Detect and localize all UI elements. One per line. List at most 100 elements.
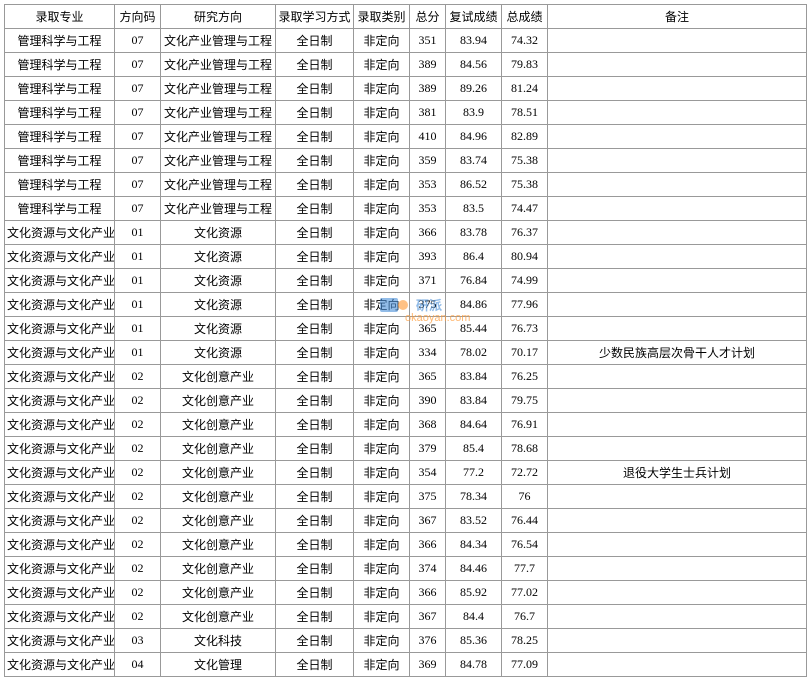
table-cell: 非定向: [354, 269, 410, 293]
table-header-cell: 复试成绩: [446, 5, 502, 29]
table-cell: 非定向: [354, 437, 410, 461]
table-row: 管理科学与工程07文化产业管理与工程全日制非定向38984.5679.83: [5, 53, 807, 77]
table-cell: 369: [410, 653, 446, 677]
table-cell: 83.52: [446, 509, 502, 533]
table-cell: 非定向: [354, 149, 410, 173]
table-cell: 77.09: [502, 653, 548, 677]
table-cell: 文化资源: [161, 341, 276, 365]
table-cell: 07: [115, 125, 161, 149]
table-cell: 01: [115, 317, 161, 341]
table-row: 文化资源与文化产业02文化创意产业全日制非定向36884.6476.91: [5, 413, 807, 437]
table-cell: 351: [410, 29, 446, 53]
table-cell: 76.37: [502, 221, 548, 245]
table-cell: 83.78: [446, 221, 502, 245]
table-row: 文化资源与文化产业02文化创意产业全日制非定向36684.3476.54: [5, 533, 807, 557]
table-cell: 全日制: [276, 125, 354, 149]
table-cell: [548, 581, 807, 605]
table-row: 文化资源与文化产业02文化创意产业全日制非定向36685.9277.02: [5, 581, 807, 605]
table-cell: 文化产业管理与工程: [161, 173, 276, 197]
table-cell: [548, 293, 807, 317]
table-cell: 78.02: [446, 341, 502, 365]
table-cell: 389: [410, 77, 446, 101]
table-cell: [548, 653, 807, 677]
table-header-row: 录取专业方向码研究方向录取学习方式录取类别总分复试成绩总成绩备注: [5, 5, 807, 29]
table-cell: [548, 101, 807, 125]
table-cell: 全日制: [276, 389, 354, 413]
table-cell: 文化创意产业: [161, 437, 276, 461]
table-cell: 84.46: [446, 557, 502, 581]
table-cell: 非定向: [354, 581, 410, 605]
table-row: 管理科学与工程07文化产业管理与工程全日制非定向35183.9474.32: [5, 29, 807, 53]
table-cell: 非定向: [354, 29, 410, 53]
table-cell: [548, 413, 807, 437]
table-cell: 全日制: [276, 533, 354, 557]
table-cell: 07: [115, 101, 161, 125]
table-cell: 文化资源: [161, 293, 276, 317]
table-cell: [548, 557, 807, 581]
table-cell: 非定向: [354, 509, 410, 533]
table-cell: 78.68: [502, 437, 548, 461]
table-cell: 375: [410, 293, 446, 317]
table-row: 管理科学与工程07文化产业管理与工程全日制非定向35386.5275.38: [5, 173, 807, 197]
table-cell: 02: [115, 365, 161, 389]
table-cell: 07: [115, 29, 161, 53]
table-cell: 文化产业管理与工程: [161, 197, 276, 221]
table-cell: 文化资源与文化产业: [5, 245, 115, 269]
table-cell: 77.2: [446, 461, 502, 485]
table-cell: 文化创意产业: [161, 461, 276, 485]
table-cell: 文化创意产业: [161, 533, 276, 557]
table-cell: 全日制: [276, 653, 354, 677]
table-body: 管理科学与工程07文化产业管理与工程全日制非定向35183.9474.32管理科…: [5, 29, 807, 677]
table-cell: 84.86: [446, 293, 502, 317]
table-cell: 76.84: [446, 269, 502, 293]
table-cell: 80.94: [502, 245, 548, 269]
table-cell: 07: [115, 197, 161, 221]
table-cell: [548, 77, 807, 101]
table-cell: 374: [410, 557, 446, 581]
table-cell: 全日制: [276, 245, 354, 269]
table-cell: 376: [410, 629, 446, 653]
table-cell: 02: [115, 581, 161, 605]
table-header-cell: 录取专业: [5, 5, 115, 29]
table-cell: [548, 245, 807, 269]
table-cell: 全日制: [276, 629, 354, 653]
table-cell: [548, 389, 807, 413]
table-row: 文化资源与文化产业02文化创意产业全日制非定向37578.3476: [5, 485, 807, 509]
table-cell: 03: [115, 629, 161, 653]
table-cell: 文化资源与文化产业: [5, 365, 115, 389]
table-cell: 02: [115, 437, 161, 461]
table-cell: [548, 53, 807, 77]
table-cell: 02: [115, 389, 161, 413]
table-cell: 01: [115, 221, 161, 245]
table-cell: 76.73: [502, 317, 548, 341]
table-cell: 83.74: [446, 149, 502, 173]
table-header-cell: 总成绩: [502, 5, 548, 29]
table-cell: 文化资源与文化产业: [5, 557, 115, 581]
table-row: 文化资源与文化产业01文化资源全日制非定向39386.480.94: [5, 245, 807, 269]
table-cell: 文化资源与文化产业: [5, 509, 115, 533]
table-cell: 07: [115, 173, 161, 197]
table-cell: 379: [410, 437, 446, 461]
table-cell: 文化资源与文化产业: [5, 437, 115, 461]
table-cell: [548, 197, 807, 221]
table-cell: 非定向: [354, 77, 410, 101]
table-cell: 文化产业管理与工程: [161, 53, 276, 77]
table-cell: 文化产业管理与工程: [161, 77, 276, 101]
table-cell: 359: [410, 149, 446, 173]
table-cell: 非定向: [354, 461, 410, 485]
table-cell: 78.51: [502, 101, 548, 125]
table-row: 文化资源与文化产业02文化创意产业全日制非定向36784.476.7: [5, 605, 807, 629]
table-cell: [548, 485, 807, 509]
table-cell: 70.17: [502, 341, 548, 365]
table-cell: 文化创意产业: [161, 485, 276, 509]
table-cell: 管理科学与工程: [5, 197, 115, 221]
table-cell: 86.52: [446, 173, 502, 197]
table-cell: 84.56: [446, 53, 502, 77]
table-cell: 84.4: [446, 605, 502, 629]
table-cell: 76.7: [502, 605, 548, 629]
table-cell: 全日制: [276, 437, 354, 461]
table-cell: 83.9: [446, 101, 502, 125]
table-cell: 76: [502, 485, 548, 509]
table-cell: 文化资源: [161, 317, 276, 341]
table-cell: 全日制: [276, 581, 354, 605]
